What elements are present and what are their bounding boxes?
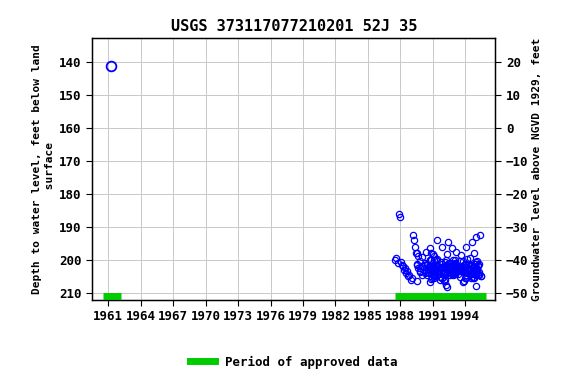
Y-axis label: Depth to water level, feet below land
 surface: Depth to water level, feet below land su… — [32, 44, 55, 294]
Title: USGS 373117077210201 52J 35: USGS 373117077210201 52J 35 — [170, 20, 417, 35]
Y-axis label: Groundwater level above NGVD 1929, feet: Groundwater level above NGVD 1929, feet — [532, 37, 543, 301]
Legend: Period of approved data: Period of approved data — [185, 351, 403, 374]
